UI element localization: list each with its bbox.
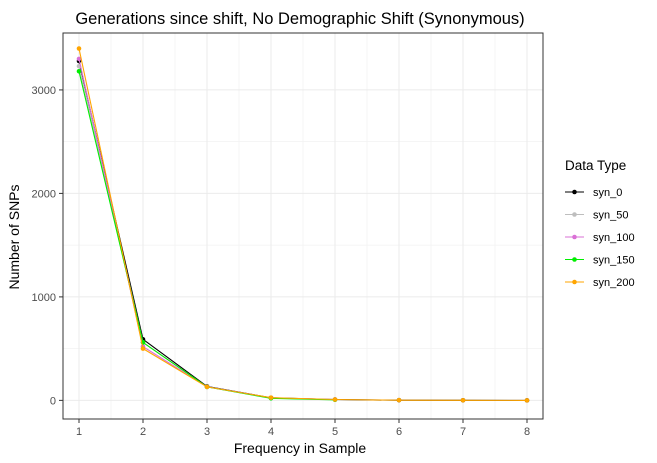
x-tick-label: 2 [140, 426, 146, 438]
legend-key-point [572, 189, 577, 195]
data-point-syn_200 [268, 395, 274, 400]
axis-layer: 1 2 3 4 5 6 7 8 0 1000 2000 3000 [32, 85, 531, 438]
data-point-syn_200 [140, 346, 146, 351]
legend-key-syn_100 [565, 234, 584, 240]
data-point-syn_200 [76, 46, 82, 51]
x-tick-label: 7 [460, 426, 466, 438]
panel-border [62, 32, 544, 420]
legend-label-syn_0: syn_0 [593, 187, 622, 199]
grid-layer [63, 33, 543, 419]
x-tick-label: 6 [396, 426, 402, 438]
y-tick-label: 0 [50, 395, 56, 407]
data-point-syn_100 [76, 56, 82, 62]
series-syn_200 [76, 46, 530, 403]
legend-key-point [572, 212, 577, 217]
series-layer [76, 46, 530, 403]
legend-label-syn_100: syn_100 [593, 232, 635, 244]
x-tick-label: 3 [204, 426, 210, 438]
data-point-syn_200 [204, 384, 210, 390]
y-tick-label: 1000 [32, 292, 56, 304]
legend-key-point [572, 234, 577, 240]
x-tick-label: 8 [524, 426, 530, 438]
data-point-syn_200 [332, 397, 338, 402]
x-tick-label: 4 [268, 426, 274, 438]
legend-label-syn_150: syn_150 [593, 255, 635, 267]
data-point-syn_200 [396, 397, 402, 403]
legend-key-point [572, 279, 577, 285]
legend-key-syn_150 [565, 257, 584, 262]
legend-title: Data Type [565, 158, 626, 173]
legend-key-syn_50 [565, 212, 584, 217]
x-tick-label: 1 [76, 426, 82, 438]
y-tick-label: 3000 [32, 85, 56, 97]
x-tick-label: 5 [332, 426, 338, 438]
data-point-syn_200 [524, 398, 530, 403]
legend-label-syn_50: syn_50 [593, 210, 628, 222]
legend-key-syn_200 [565, 279, 584, 285]
data-point-syn_200 [460, 397, 466, 403]
y-axis-title: Number of SNPs [6, 184, 22, 289]
legend-key-point [572, 257, 577, 262]
data-point-syn_150 [76, 68, 82, 74]
legend-key-syn_0 [565, 189, 584, 195]
x-axis-title: Frequency in Sample [234, 440, 367, 456]
legend: Data Type syn_0 syn_50 syn_100 syn_150 syn_2… [565, 158, 635, 289]
legend-label-syn_200: syn_200 [593, 277, 635, 289]
series-line-syn_200 [78, 48, 528, 401]
y-tick-label: 2000 [32, 188, 56, 200]
chart-title: Generations since shift, No Demographic … [75, 10, 524, 28]
